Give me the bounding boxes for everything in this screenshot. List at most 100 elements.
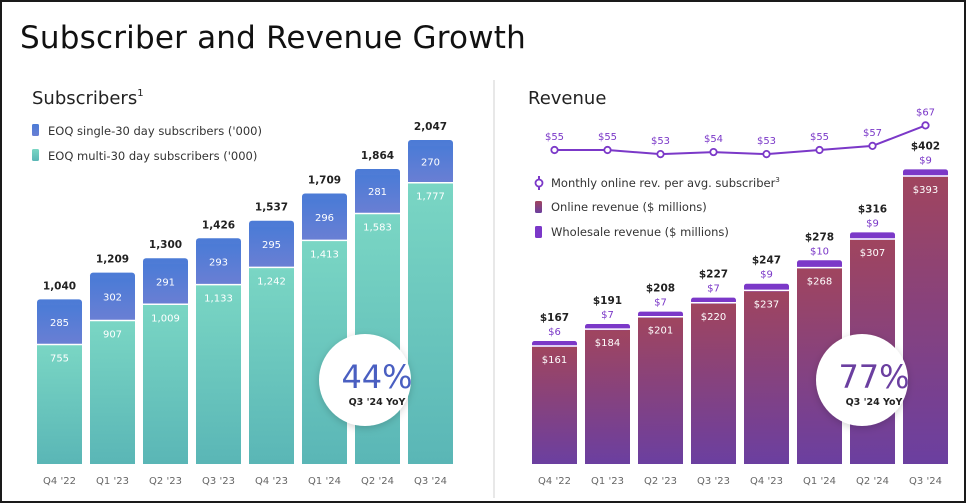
bar-label-single: 295 xyxy=(262,240,281,251)
x-tick-label: Q1 '24 xyxy=(803,476,836,487)
bar-total-label: 2,047 xyxy=(414,121,447,133)
bar-label-wholesale: $6 xyxy=(548,327,561,338)
bar-label-single: 296 xyxy=(315,213,334,224)
bar-single-subscribers-body xyxy=(355,174,400,214)
bar-wholesale-revenue xyxy=(744,283,789,292)
legend-label: EOQ multi-30 day subscribers ('000) xyxy=(48,149,257,163)
bar-label-online: $201 xyxy=(648,326,673,337)
legend-swatch xyxy=(32,124,39,136)
bar-total-label: $316 xyxy=(858,203,887,215)
yoy-callout-circle xyxy=(816,334,908,426)
bar-total-label: 1,040 xyxy=(43,280,76,292)
x-tick-label: Q1 '24 xyxy=(308,476,341,487)
bar-single-subscribers-body xyxy=(90,278,135,321)
bar-total-label: 1,864 xyxy=(361,150,394,162)
bar-multi-subscribers xyxy=(90,320,135,464)
bar-label-multi: 1,133 xyxy=(204,294,233,305)
bar-multi-subscribers xyxy=(249,267,294,464)
bar-label-single: 302 xyxy=(103,293,122,304)
legend-label: Online revenue ($ millions) xyxy=(551,200,707,214)
bar-single-subscribers-body xyxy=(143,264,188,305)
revenue-chart: Revenue Monthly online rev. per avg. subs… xyxy=(528,88,948,487)
bar-label-multi: 1,009 xyxy=(151,313,180,324)
bar-label-wholesale: $9 xyxy=(866,218,879,229)
bar-total-label: $191 xyxy=(593,295,622,307)
legend-label-superscript: 3 xyxy=(775,176,779,184)
bar-total-label: 1,537 xyxy=(255,202,288,214)
x-tick-label: Q2 '24 xyxy=(361,476,394,487)
bar-online-revenue xyxy=(744,290,789,464)
bar-label-single: 285 xyxy=(50,318,69,329)
bar-wholesale-revenue xyxy=(850,232,895,241)
line-point-label: $53 xyxy=(651,136,670,147)
bar-label-multi: 755 xyxy=(50,353,69,364)
bar-multi-subscribers xyxy=(143,304,188,464)
bar-label-wholesale: $7 xyxy=(654,298,667,309)
x-tick-label: Q4 '22 xyxy=(43,476,76,487)
x-tick-label: Q4 '23 xyxy=(255,476,288,487)
x-tick-label: Q4 '23 xyxy=(750,476,783,487)
bar-total-label: $208 xyxy=(646,283,675,295)
bar-wholesale-revenue xyxy=(903,169,948,177)
bar-label-wholesale: $9 xyxy=(919,155,932,166)
line-point xyxy=(656,150,665,159)
bar-total-label: $227 xyxy=(699,269,728,281)
bar-label-single: 291 xyxy=(156,277,175,288)
bar-label-online: $184 xyxy=(595,338,620,349)
bar-label-multi: 1,413 xyxy=(310,249,339,260)
line-series-path xyxy=(554,124,926,156)
bar-label-wholesale: $9 xyxy=(760,270,773,281)
bar-label-multi: 1,242 xyxy=(257,276,286,287)
bar-single-subscribers-body xyxy=(249,226,294,268)
line-point xyxy=(868,141,877,150)
bar-label-wholesale: $7 xyxy=(707,284,720,295)
bar-online-revenue xyxy=(903,176,948,464)
bar-total-label: $247 xyxy=(752,255,781,267)
chart-title-superscript: 1 xyxy=(137,88,143,99)
bar-label-single: 270 xyxy=(421,157,440,168)
yoy-callout-circle xyxy=(319,334,411,426)
line-point-label: $57 xyxy=(863,128,882,139)
x-tick-label: Q2 '24 xyxy=(856,476,889,487)
bar-online-revenue xyxy=(585,329,630,464)
chart-title: Subscribers1 xyxy=(32,88,144,109)
line-point xyxy=(550,145,559,155)
x-tick-label: Q1 '23 xyxy=(96,476,129,487)
bar-label-wholesale: $10 xyxy=(810,246,829,257)
legend-line-dot xyxy=(534,178,544,188)
x-tick-label: Q3 '24 xyxy=(414,476,447,487)
bar-total-label: 1,426 xyxy=(202,219,235,231)
bar-total-label: 1,709 xyxy=(308,174,341,186)
legend-label: Wholesale revenue ($ millions) xyxy=(551,225,729,239)
legend-label: Monthly online rev. per avg. subscriber3 xyxy=(551,176,780,190)
line-point xyxy=(709,147,718,157)
line-point xyxy=(815,145,824,155)
line-point-label: $54 xyxy=(704,134,723,145)
subscribers-chart: Subscribers1 EOQ single-30 day subscriber… xyxy=(32,88,453,487)
yoy-callout-value: 77% xyxy=(838,358,909,396)
line-point-label: $67 xyxy=(916,107,935,118)
line-point-label: $53 xyxy=(757,136,776,147)
x-tick-label: Q2 '23 xyxy=(644,476,677,487)
bar-wholesale-revenue xyxy=(797,260,842,269)
yoy-callout-value: 44% xyxy=(341,358,412,396)
yoy-callout-label: Q3 '24 YoY xyxy=(846,397,903,408)
bar-label-multi: 1,777 xyxy=(416,192,445,203)
bar-online-revenue xyxy=(532,346,577,464)
legend-swatch xyxy=(32,149,39,161)
bar-multi-subscribers xyxy=(196,284,241,464)
chart-title: Revenue xyxy=(528,88,606,109)
bar-total-label: $402 xyxy=(911,140,940,152)
yoy-callout-label: Q3 '24 YoY xyxy=(349,397,406,408)
bar-label-online: $307 xyxy=(860,248,885,259)
line-point xyxy=(762,150,771,159)
bar-label-online: $237 xyxy=(754,299,779,310)
bar-label-online: $393 xyxy=(913,185,938,196)
x-tick-label: Q1 '23 xyxy=(591,476,624,487)
bar-label-single: 281 xyxy=(368,187,387,198)
bar-label-single: 293 xyxy=(209,257,228,268)
x-tick-label: Q2 '23 xyxy=(149,476,182,487)
bar-single-subscribers-body xyxy=(302,199,347,241)
bar-multi-subscribers xyxy=(408,182,453,464)
